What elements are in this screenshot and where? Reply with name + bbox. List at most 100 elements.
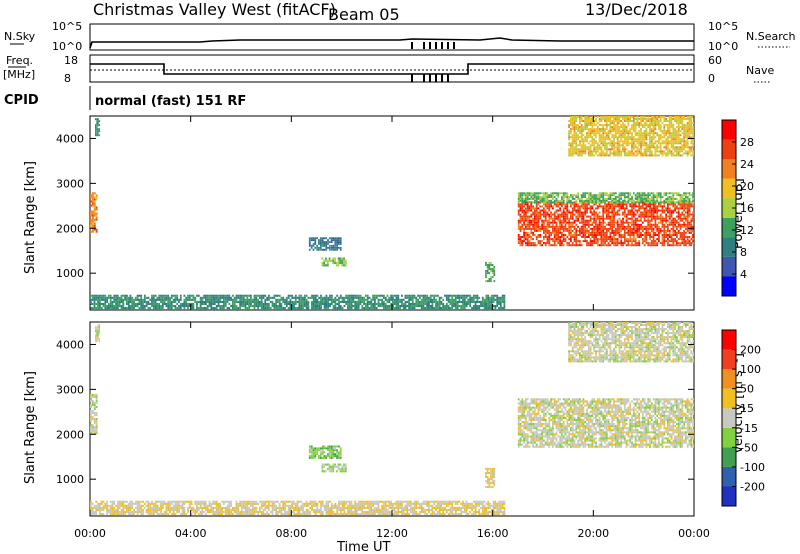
power-cell	[532, 205, 534, 208]
velocity-cell	[326, 467, 329, 471]
power-cell	[650, 132, 653, 135]
power-cell	[611, 215, 614, 218]
power-cell	[379, 305, 382, 308]
power-cell	[692, 201, 694, 204]
velocity-cell	[328, 453, 331, 456]
nsky-drops	[411, 42, 455, 49]
power-cell	[140, 296, 143, 299]
power-cell	[393, 300, 396, 303]
power-cell	[593, 238, 596, 241]
power-cell	[343, 300, 346, 303]
power-cell	[611, 201, 614, 204]
power-cell	[676, 211, 678, 214]
power-cell	[552, 192, 554, 195]
power-cell	[564, 240, 567, 243]
power-cell	[688, 136, 691, 139]
power-cell	[634, 205, 637, 208]
power-cell	[631, 209, 633, 212]
power-cell	[577, 148, 579, 151]
power-cell	[485, 294, 488, 297]
power-cell	[321, 264, 324, 267]
power-cell	[627, 238, 630, 241]
power-cell	[670, 138, 673, 141]
power-cell	[517, 211, 520, 214]
power-cell	[557, 238, 560, 241]
power-cell	[517, 194, 520, 197]
power-cell	[598, 140, 601, 143]
power-cell	[661, 132, 664, 135]
power-cell	[647, 194, 650, 197]
power-cell	[652, 120, 655, 122]
power-cell	[570, 199, 572, 202]
power-cell	[609, 203, 612, 206]
power-cell	[604, 140, 606, 143]
power-cell	[374, 298, 376, 301]
power-cell	[257, 302, 259, 305]
power-cell	[280, 298, 283, 301]
power-cell	[255, 300, 258, 303]
power-cell	[591, 122, 594, 125]
power-cell	[577, 198, 579, 200]
power-cell	[555, 227, 558, 230]
power-cell	[321, 237, 324, 240]
power-cell	[672, 148, 675, 151]
power-cell	[436, 294, 439, 297]
power-cell	[659, 217, 662, 220]
power-cell	[571, 234, 574, 236]
power-cell	[91, 224, 94, 227]
power-cell	[656, 229, 659, 232]
power-cell	[268, 305, 270, 308]
power-cell	[618, 198, 621, 200]
power-cell	[622, 134, 624, 137]
power-cell	[575, 244, 578, 247]
power-cell	[526, 194, 529, 197]
power-cell	[95, 230, 98, 233]
power-cell	[622, 205, 624, 208]
power-cell	[663, 150, 666, 153]
power-cell	[582, 140, 585, 143]
power-cell	[390, 305, 392, 308]
velocity-cell	[312, 455, 315, 457]
power-cell	[300, 298, 303, 301]
power-cell	[566, 236, 569, 238]
power-cell	[476, 298, 479, 301]
power-cell	[96, 132, 98, 135]
power-cell	[605, 148, 608, 151]
power-cell	[649, 244, 651, 247]
power-cell	[641, 234, 644, 236]
power-cell	[584, 146, 587, 149]
power-cell	[555, 201, 558, 204]
power-cell	[300, 294, 303, 297]
power-cell	[532, 192, 534, 195]
power-cell	[681, 231, 684, 234]
power-cell	[631, 244, 633, 247]
power-cell	[381, 305, 383, 308]
power-cell	[557, 205, 560, 208]
power-cell	[618, 140, 621, 143]
power-cell	[656, 146, 659, 149]
power-cell	[356, 296, 358, 299]
power-cell	[528, 240, 531, 243]
power-cell	[517, 223, 520, 226]
power-cell	[647, 120, 650, 122]
power-cell	[562, 221, 565, 224]
power-cell	[683, 225, 685, 228]
power-cell	[685, 215, 687, 218]
power-cell	[638, 142, 641, 145]
power-cell	[625, 118, 628, 120]
power-cell	[383, 305, 385, 308]
velocity-cell	[90, 414, 92, 417]
power-cell	[604, 209, 606, 212]
power-cell	[580, 148, 583, 151]
power-cell	[582, 146, 585, 149]
power-cell	[584, 234, 587, 236]
power-cell	[620, 152, 623, 155]
power-cell	[688, 205, 691, 208]
power-cell	[618, 144, 621, 147]
power-cell	[686, 136, 689, 139]
power-cell	[568, 221, 570, 224]
power-cell	[375, 307, 378, 310]
power-cell	[523, 236, 525, 238]
power-cell	[318, 241, 320, 243]
power-cell	[327, 300, 330, 303]
